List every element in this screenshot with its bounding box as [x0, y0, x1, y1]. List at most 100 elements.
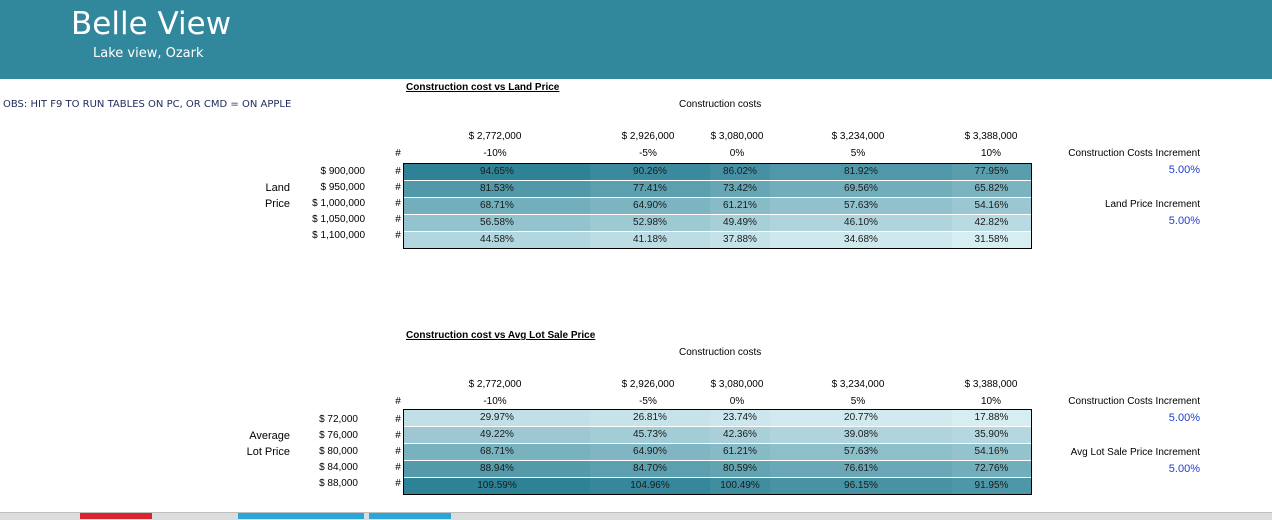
heatmap-cell[interactable]: 88.94%	[404, 461, 590, 477]
page-title: Belle View	[71, 6, 232, 42]
column-pct: 5%	[850, 396, 866, 407]
heatmap-grid: 29.97% 26.81% 23.74% 20.77% 17.88% 49.22…	[403, 409, 1032, 495]
hash-marker: #	[395, 166, 401, 177]
increment-label: Land Price Increment	[1104, 199, 1200, 210]
heatmap-cell[interactable]: 68.71%	[404, 198, 590, 214]
hash-marker: #	[395, 430, 401, 441]
heatmap-cell[interactable]: 41.18%	[590, 232, 710, 248]
column-group-header: Construction costs	[679, 347, 762, 358]
table-title: Construction cost vs Land Price	[406, 82, 560, 93]
heatmap-cell[interactable]: 77.95%	[952, 164, 1031, 180]
column-header: $ 2,772,000	[468, 379, 522, 390]
heatmap-cell[interactable]: 72.76%	[952, 461, 1031, 477]
heatmap-cell[interactable]: 46.10%	[770, 215, 952, 231]
row-axis-label: Land	[265, 182, 290, 194]
heatmap-cell[interactable]: 57.63%	[770, 198, 952, 214]
row-header: $ 950,000	[320, 182, 366, 193]
hash-marker: #	[395, 148, 401, 159]
hash-marker: #	[395, 414, 401, 425]
heatmap-cell[interactable]: 96.15%	[770, 478, 952, 494]
hash-marker: #	[395, 462, 401, 473]
heatmap-cell[interactable]: 81.53%	[404, 181, 590, 197]
sheet-tab-bar	[0, 512, 1272, 520]
row-axis-label: Lot Price	[246, 446, 290, 458]
column-pct: 5%	[850, 148, 866, 159]
increment-label: Construction Costs Increment	[1068, 148, 1200, 159]
column-header: $ 3,080,000	[710, 131, 764, 142]
heatmap-cell[interactable]: 42.36%	[710, 427, 770, 443]
row-header: $ 1,050,000	[312, 214, 365, 225]
heatmap-cell[interactable]: 54.16%	[952, 444, 1031, 460]
heatmap-cell[interactable]: 100.49%	[710, 478, 770, 494]
heatmap-cell[interactable]: 37.88%	[710, 232, 770, 248]
row-header: $ 1,100,000	[312, 230, 365, 241]
heatmap-cell[interactable]: 61.21%	[710, 444, 770, 460]
column-pct: 0%	[729, 396, 745, 407]
heatmap-cell[interactable]: 29.97%	[404, 410, 590, 426]
column-header: $ 3,080,000	[710, 379, 764, 390]
heatmap-cell[interactable]: 20.77%	[770, 410, 952, 426]
heatmap-cell[interactable]: 73.42%	[710, 181, 770, 197]
heatmap-cell[interactable]: 49.49%	[710, 215, 770, 231]
heatmap-cell[interactable]: 54.16%	[952, 198, 1031, 214]
heatmap-cell[interactable]: 31.58%	[952, 232, 1031, 248]
heatmap-cell[interactable]: 81.92%	[770, 164, 952, 180]
row-header: $ 72,000	[319, 414, 358, 425]
heatmap-cell[interactable]: 84.70%	[590, 461, 710, 477]
column-pct: -10%	[483, 396, 507, 407]
heatmap-cell[interactable]: 91.95%	[952, 478, 1031, 494]
sheet-tab[interactable]	[238, 513, 364, 519]
column-header: $ 3,388,000	[964, 379, 1018, 390]
table-row: 109.59% 104.96% 100.49% 96.15% 91.95%	[404, 478, 1031, 494]
column-pct: 0%	[729, 148, 745, 159]
hash-marker: #	[395, 446, 401, 457]
heatmap-cell[interactable]: 35.90%	[952, 427, 1031, 443]
heatmap-cell[interactable]: 42.82%	[952, 215, 1031, 231]
heatmap-cell[interactable]: 65.82%	[952, 181, 1031, 197]
heatmap-cell[interactable]: 39.08%	[770, 427, 952, 443]
heatmap-cell[interactable]: 52.98%	[590, 215, 710, 231]
increment-value[interactable]: 5.00%	[1168, 164, 1200, 176]
increment-value[interactable]: 5.00%	[1168, 412, 1200, 424]
increment-value[interactable]: 5.00%	[1168, 463, 1200, 475]
hash-marker: #	[395, 198, 401, 209]
heatmap-cell[interactable]: 109.59%	[404, 478, 590, 494]
sheet-tab[interactable]	[369, 513, 451, 519]
heatmap-cell[interactable]: 34.68%	[770, 232, 952, 248]
column-pct: -10%	[483, 148, 507, 159]
table-row: 88.94% 84.70% 80.59% 76.61% 72.76%	[404, 461, 1031, 478]
heatmap-cell[interactable]: 69.56%	[770, 181, 952, 197]
table-row: 56.58% 52.98% 49.49% 46.10% 42.82%	[404, 215, 1031, 232]
heatmap-cell[interactable]: 68.71%	[404, 444, 590, 460]
heatmap-cell[interactable]: 64.90%	[590, 198, 710, 214]
heatmap-cell[interactable]: 56.58%	[404, 215, 590, 231]
heatmap-cell[interactable]: 45.73%	[590, 427, 710, 443]
heatmap-cell[interactable]: 44.58%	[404, 232, 590, 248]
heatmap-cell[interactable]: 76.61%	[770, 461, 952, 477]
row-axis-label: Average	[249, 430, 290, 442]
heatmap-cell[interactable]: 94.65%	[404, 164, 590, 180]
heatmap-cell[interactable]: 61.21%	[710, 198, 770, 214]
hash-marker: #	[395, 478, 401, 489]
heatmap-cell[interactable]: 86.02%	[710, 164, 770, 180]
column-header: $ 3,388,000	[964, 131, 1018, 142]
heatmap-cell[interactable]: 80.59%	[710, 461, 770, 477]
heatmap-cell[interactable]: 23.74%	[710, 410, 770, 426]
column-pct: 10%	[980, 396, 1001, 407]
heatmap-cell[interactable]: 90.26%	[590, 164, 710, 180]
row-axis-label: Price	[264, 198, 290, 210]
instruction-note: OBS: HIT F9 TO RUN TABLES ON PC, OR CMD …	[3, 99, 292, 110]
table-row: 68.71% 64.90% 61.21% 57.63% 54.16%	[404, 444, 1031, 461]
table-row: 81.53% 77.41% 73.42% 69.56% 65.82%	[404, 181, 1031, 198]
heatmap-cell[interactable]: 64.90%	[590, 444, 710, 460]
increment-value[interactable]: 5.00%	[1168, 215, 1200, 227]
heatmap-cell[interactable]: 77.41%	[590, 181, 710, 197]
heatmap-cell[interactable]: 49.22%	[404, 427, 590, 443]
heatmap-cell[interactable]: 104.96%	[590, 478, 710, 494]
heatmap-grid: 94.65% 90.26% 86.02% 81.92% 77.95% 81.53…	[403, 163, 1032, 249]
table-row: 44.58% 41.18% 37.88% 34.68% 31.58%	[404, 232, 1031, 248]
sheet-tab[interactable]	[80, 513, 152, 519]
heatmap-cell[interactable]: 26.81%	[590, 410, 710, 426]
heatmap-cell[interactable]: 57.63%	[770, 444, 952, 460]
heatmap-cell[interactable]: 17.88%	[952, 410, 1031, 426]
